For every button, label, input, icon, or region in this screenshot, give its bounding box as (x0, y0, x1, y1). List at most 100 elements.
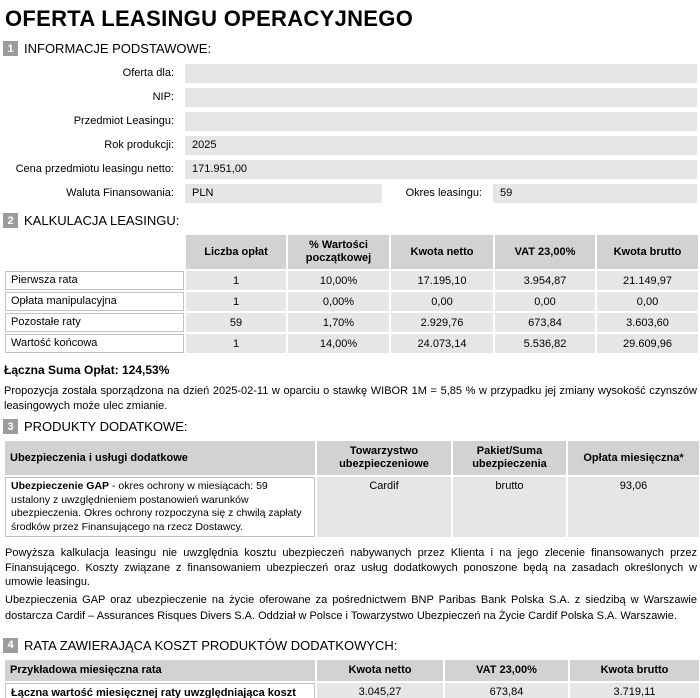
installment-table: Przykładowa miesięczna rata Kwota netto … (3, 658, 700, 698)
column-header: Pakiet/Suma ubezpieczenia (453, 441, 566, 475)
wibor-note: Propozycja została sporządzona na dzień … (4, 385, 697, 412)
products-table: Ubezpieczenia i usługi dodatkowe Towarzy… (3, 439, 700, 539)
field-label: NIP: (152, 91, 174, 103)
table-row: Opłata manipulacyjna 1 0,00% 0,00 0,00 0… (5, 292, 698, 311)
package-cell: brutto (453, 477, 566, 537)
form-row-cena-netto: Cena przedmiotu leasingu netto: 171.951,… (3, 157, 697, 181)
cell-value: 3.954,87 (495, 271, 595, 290)
table-header-row: Przykładowa miesięczna rata Kwota netto … (5, 659, 699, 681)
field-label: Przedmiot Leasingu: (73, 115, 174, 127)
products-notes: Powyższa kalkulacja leasingu nie uwzględ… (4, 546, 697, 624)
corner-cell (5, 235, 184, 269)
field-label: Okres leasingu: (405, 187, 482, 199)
section-number-badge: 2 (3, 213, 18, 228)
table-row: Pierwsza rata 1 10,00% 17.195,10 3.954,8… (5, 271, 698, 290)
section-products-header: 3 PRODUKTY DODATKOWE: (3, 419, 697, 434)
table-row: Wartość końcowa 1 14,00% 24.073,14 5.536… (5, 334, 698, 353)
row-label: Wartość końcowa (5, 334, 184, 353)
cell-value: 14,00% (288, 334, 389, 353)
section-heading: PRODUKTY DODATKOWE: (24, 419, 188, 434)
cell-value: 17.195,10 (391, 271, 493, 290)
section-number-badge: 1 (3, 41, 18, 56)
form-row-oferta-dla: Oferta dla: (3, 61, 697, 85)
field-label: Cena przedmiotu leasingu netto: (15, 163, 174, 175)
row-label: Opłata manipulacyjna (5, 292, 184, 311)
column-header: Liczba opłat (186, 235, 286, 269)
cell-value: 0,00% (288, 292, 389, 311)
cell-value: 1 (186, 292, 286, 311)
cell-value: 1 (186, 271, 286, 290)
cena-netto-field: 171.951,00 (185, 159, 697, 179)
table-row: Ubezpieczenie GAP - okres ochrony w mies… (5, 477, 699, 537)
column-header: Opłata miesięczna* (568, 441, 699, 475)
cell-value: 0,00 (391, 292, 493, 311)
cell-value: 673,84 (495, 313, 595, 332)
oferta-dla-field (185, 63, 697, 83)
form-row-przedmiot: Przedmiot Leasingu: (3, 109, 697, 133)
calculation-table: Liczba opłat % Wartości początkowej Kwot… (3, 233, 700, 355)
column-header: % Wartości początkowej (288, 235, 389, 269)
gap-insurance-description: Ubezpieczenie GAP - okres ochrony w mies… (5, 477, 315, 537)
note-paragraph: Ubezpieczenia GAP oraz ubezpieczenie na … (5, 593, 697, 622)
gross-amount-cell: 3.719,11 (570, 682, 699, 698)
cell-value: 3.603,60 (597, 313, 698, 332)
form-row-nip: NIP: (3, 85, 697, 109)
column-header: Przykładowa miesięczna rata (5, 659, 315, 681)
vat-amount-cell: 673,84 (445, 682, 568, 698)
table-header-row: Ubezpieczenia i usługi dodatkowe Towarzy… (5, 441, 699, 475)
total-sum-label: Łączna Suma Opłat: 124,53% (4, 363, 170, 377)
cell-value: 1,70% (288, 313, 389, 332)
field-label: Oferta dla: (122, 67, 174, 79)
column-header: Towarzystwo ubezpieczeniowe (317, 441, 451, 475)
cell-value: 29.609,96 (597, 334, 698, 353)
form-row-waluta-okres: Waluta Finansowania: PLN Okres leasingu:… (3, 181, 697, 205)
row-label: Pozostałe raty (5, 313, 184, 332)
section-heading: RATA ZAWIERAJĄCA KOSZT PRODUKTÓW DODATKO… (24, 637, 398, 653)
rok-produkcji-field: 2025 (185, 135, 697, 155)
section-number-badge: 4 (3, 637, 18, 653)
column-header: Kwota brutto (597, 235, 698, 269)
field-label: Waluta Finansowania: (66, 187, 174, 199)
section-heading: KALKULACJA LEASINGU: (24, 213, 180, 228)
gap-insurance-name: Ubezpieczenie GAP (11, 480, 110, 492)
table-header-row: Liczba opłat % Wartości początkowej Kwot… (5, 235, 698, 269)
field-label: Rok produkcji: (104, 139, 174, 151)
net-amount-cell: 3.045,27 (317, 682, 443, 698)
cell-value: 59 (186, 313, 286, 332)
page-title: OFERTA LEASINGU OPERACYJNEGO (5, 6, 414, 31)
row-label: Pierwsza rata (5, 271, 184, 290)
column-header: Kwota netto (317, 659, 443, 681)
section-installment-header: 4 RATA ZAWIERAJĄCA KOSZT PRODUKTÓW DODAT… (3, 637, 697, 653)
table-row: Łączna wartość miesięcznej raty uwzględn… (5, 682, 699, 698)
cell-value: 10,00% (288, 271, 389, 290)
installment-row-label: Łączna wartość miesięcznej raty uwzględn… (5, 682, 315, 698)
cell-value: 24.073,14 (391, 334, 493, 353)
note-paragraph: Powyższa kalkulacja leasingu nie uwzględ… (5, 547, 697, 588)
column-header: Ubezpieczenia i usługi dodatkowe (5, 441, 315, 475)
cell-value: 0,00 (495, 292, 595, 311)
monthly-fee-cell: 93,06 (568, 477, 699, 537)
cell-value: 5.536,82 (495, 334, 595, 353)
basic-info-form: Oferta dla: NIP: Przedmiot Leasingu: Rok… (3, 61, 697, 205)
column-header: Kwota brutto (570, 659, 699, 681)
cell-value: 0,00 (597, 292, 698, 311)
section-heading: INFORMACJE PODSTAWOWE: (24, 41, 212, 56)
column-header: VAT 23,00% (445, 659, 568, 681)
insurer-cell: Cardif (317, 477, 451, 537)
column-header: VAT 23,00% (495, 235, 595, 269)
section-basic-info-header: 1 INFORMACJE PODSTAWOWE: (3, 41, 697, 56)
przedmiot-leasingu-field (185, 111, 697, 131)
nip-field (185, 87, 697, 107)
section-number-badge: 3 (3, 419, 18, 434)
section-calculation-header: 2 KALKULACJA LEASINGU: (3, 213, 697, 228)
waluta-finansowania-field: PLN (185, 183, 382, 203)
table-row: Pozostałe raty 59 1,70% 2.929,76 673,84 … (5, 313, 698, 332)
cell-value: 21.149,97 (597, 271, 698, 290)
gap-insurance-details: - okres ochrony w miesiącach: 59 ustalon… (11, 480, 302, 533)
form-row-rok-produkcji: Rok produkcji: 2025 (3, 133, 697, 157)
okres-leasingu-field: 59 (493, 183, 697, 203)
column-header: Kwota netto (391, 235, 493, 269)
cell-value: 2.929,76 (391, 313, 493, 332)
cell-value: 1 (186, 334, 286, 353)
